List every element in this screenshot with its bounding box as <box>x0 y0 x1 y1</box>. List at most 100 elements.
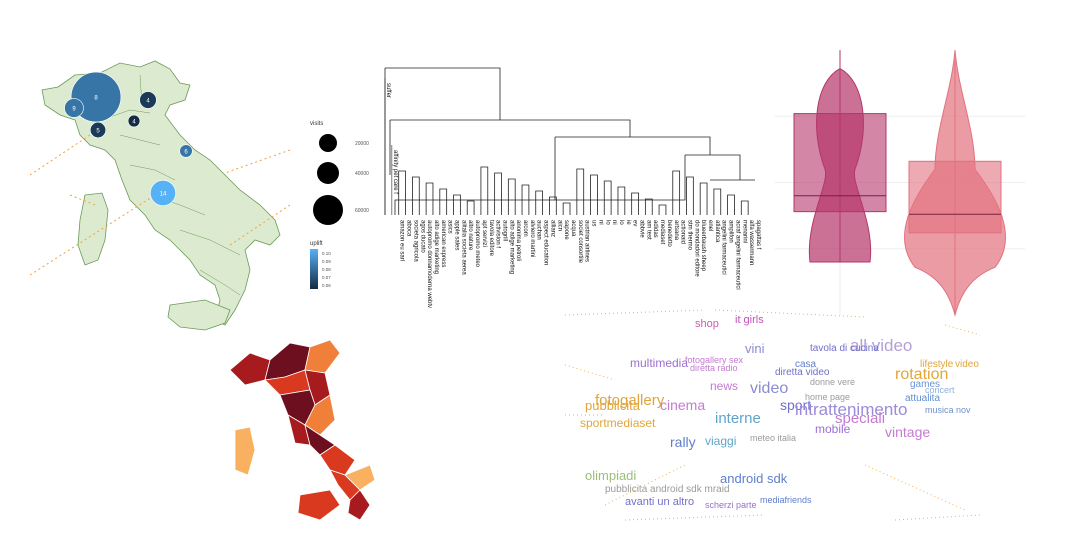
dendro-leaf-label: do mondadori editore <box>693 220 699 277</box>
word-tavola-di-cucina: tavola di cucina <box>810 343 879 354</box>
word-mediafriends: mediafriends <box>760 495 812 505</box>
bubble-label: 8 <box>94 96 98 102</box>
word-vintage: vintage <box>885 424 930 440</box>
choropleth-region <box>234 426 256 476</box>
dendro-leaf-label: benedetto <box>666 220 672 247</box>
word-all-video: all video <box>850 336 912 355</box>
word-interne: interne <box>715 410 761 427</box>
word-vini: vini <box>745 341 765 356</box>
dendro-leaf-label: alfa wassermann <box>748 220 754 265</box>
violin-panel <box>770 40 1035 330</box>
dendro-leaf-label: tavola editore <box>488 220 494 257</box>
word-meteo-italia: meteo italia <box>750 433 796 443</box>
dendro-leaf-label: alto adige marketing <box>508 220 514 274</box>
dendro-branch <box>554 180 686 201</box>
word-it-girls: it girls <box>735 314 764 326</box>
choropleth-region <box>304 339 341 374</box>
word-multimedia: multimedia <box>630 356 688 370</box>
choropleth-region <box>319 444 356 476</box>
size-legend-tick: 20000 <box>355 141 369 147</box>
word-sport: sport <box>780 397 811 413</box>
dendrogram-panel: suffer affinity pet care f amazon eu sarl a… <box>355 55 765 405</box>
word-sportmediaset: sportmediaset <box>580 416 656 430</box>
word-games: games <box>910 379 940 390</box>
color-legend-title: uplift <box>310 241 323 247</box>
word-rotation: rotation <box>895 366 948 383</box>
color-legend-tick: 0.06 <box>322 283 331 288</box>
bubble <box>64 98 84 118</box>
word-diretta-radio: diretta radio <box>690 363 738 373</box>
size-legend-circle <box>317 162 339 184</box>
dendro-leaf-label: ie <box>625 220 631 225</box>
dendro-leaf-label: stm thermo <box>686 220 692 251</box>
cloud-link <box>944 324 981 336</box>
word-casa: casa <box>795 359 817 370</box>
dendro-merge <box>412 176 420 215</box>
word-viaggi: viaggi <box>705 434 736 448</box>
map-legend: visits 20000 40000 60000 uplift 0.10 0.09 0.08 0… <box>300 115 380 300</box>
bubble-label: 4 <box>132 120 136 126</box>
choropleth-region <box>304 394 336 436</box>
dendro-leaf-label: atlantica <box>714 220 720 243</box>
color-legend-bar <box>310 249 318 289</box>
dendro-leaf-label: spagattas f <box>755 220 761 250</box>
bubble <box>139 91 157 109</box>
dendro-leaf-label: acqua <box>570 220 576 237</box>
link-line <box>30 134 91 176</box>
dendro-leaf-label: autopromo meteo <box>474 220 480 268</box>
dendro-leaf-label: artsana <box>673 220 679 241</box>
dendro-merge <box>494 172 502 215</box>
box-iqr <box>908 160 1002 234</box>
dendro-leaf-label: aboca <box>406 220 412 237</box>
bubble-label: 14 <box>160 192 167 198</box>
color-legend-tick: 0.07 <box>322 275 331 280</box>
dendro-leaf-label: asics <box>447 220 453 234</box>
dendro-leaf-label: sapone <box>563 220 569 240</box>
dendro-leaf-label: adidas <box>652 220 658 238</box>
dendro-leaf-label: mediaset <box>659 220 665 245</box>
word-avanti-un-altro: avanti un altro <box>625 496 694 508</box>
word-mobile: mobile <box>815 422 851 436</box>
word-rally: rally <box>670 434 696 450</box>
dendro-merge <box>699 182 708 215</box>
dendro-leaf-label: affinity pet care f <box>392 150 398 194</box>
dendro-leaf-label: acraf angelini farmaceutici <box>734 220 740 290</box>
word-cinema: cinema <box>660 397 705 413</box>
dendro-merge <box>549 196 557 215</box>
choropleth-region <box>297 489 341 521</box>
dendro-leaf-label: aicn <box>556 220 562 231</box>
dendro-merge <box>562 202 571 215</box>
box-iqr <box>793 113 887 213</box>
cloud-link <box>565 364 616 381</box>
dendro-leaf-label: lo <box>604 220 610 225</box>
dendro-leaf-label: auchan <box>536 220 542 240</box>
bubble <box>179 144 193 158</box>
word-scherzi-parte: scherzi parte <box>705 500 757 510</box>
violin-box-chart <box>775 49 1025 317</box>
color-legend-tick: 0.08 <box>322 267 331 272</box>
dendro-leaf-label: lo <box>618 220 624 225</box>
dendro-merge <box>644 198 653 215</box>
dendro-leaf-label: aspect education <box>543 220 549 265</box>
size-legend-tick: 60000 <box>355 208 369 214</box>
word-pubblicita: pubblicita <box>585 398 641 413</box>
word-news: news <box>710 379 738 393</box>
word-android-sdk: android sdk <box>720 471 788 486</box>
color-legend-tick: 0.10 <box>322 251 331 256</box>
dendro-merge <box>425 182 434 215</box>
dendro-merge <box>686 176 694 215</box>
dendro-leaf-label: blueerbaush sheep <box>700 220 706 272</box>
word-lifestyle: lifestyle <box>920 359 954 370</box>
word-fotogallery-sex: fotogallery sex <box>685 355 744 365</box>
word-pubblicita-android-sdk-mraid: pubblicita android sdk mraid <box>605 484 730 495</box>
dendro-leaf-label: abbvie <box>639 220 645 238</box>
word-shop: shop <box>695 318 719 330</box>
choropleth-region <box>229 352 271 386</box>
dendro-leaf-label: enel <box>707 220 713 231</box>
sardinia <box>77 192 109 266</box>
dendro-leaf-label: anonima petroli <box>515 220 521 261</box>
dendro-leaf-label: allianz <box>549 220 555 237</box>
word-olimpiadi: olimpiadi <box>585 468 636 483</box>
dendro-leaf-label: alto adige marketing <box>433 220 439 274</box>
